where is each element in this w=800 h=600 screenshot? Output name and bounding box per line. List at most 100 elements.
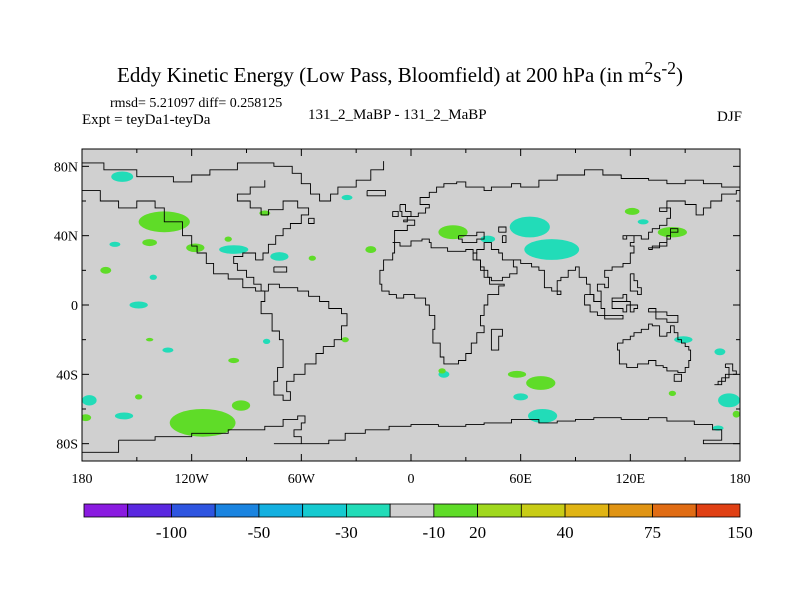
colorbar-swatch: [214, 503, 260, 518]
anomaly-region: [169, 409, 236, 437]
colorbar: -100 -50 -30 -10 20 40 75 150: [83, 503, 753, 542]
coastline: [392, 210, 399, 218]
anomaly-region: [135, 394, 143, 400]
anomaly-region: [527, 409, 558, 423]
x-tick-label: 60W: [288, 472, 316, 487]
y-tick-label: 80S: [56, 438, 78, 453]
anomaly-region: [524, 239, 580, 260]
center-label: 131_2_MaBP - 131_2_MaBP: [308, 107, 487, 123]
y-tick-label: 80N: [54, 160, 78, 175]
coastline: [472, 242, 518, 282]
x-tick-label: 120W: [175, 472, 210, 487]
colorbar-swatch: [389, 503, 435, 518]
anomaly-region: [714, 348, 726, 356]
anomaly-region: [637, 219, 649, 225]
coastline: [617, 323, 692, 374]
x-tick-label: 60E: [509, 472, 532, 487]
colorbar-swatch: [345, 503, 391, 518]
anomaly-region: [231, 400, 251, 411]
colorbar-label: -50: [248, 523, 271, 542]
title-superscript-neg2: -2: [661, 58, 676, 78]
colorbar-swatch: [258, 503, 304, 518]
coastline: [260, 283, 348, 401]
anomaly-region: [365, 246, 377, 254]
coastline: [611, 301, 631, 313]
coastline: [82, 440, 120, 453]
coastline: [673, 373, 682, 382]
anomaly-region: [82, 414, 92, 422]
chart-title: Eddy Kinetic Energy (Low Pass, Bloomfiel…: [117, 58, 683, 87]
coastline: [556, 290, 562, 296]
coastline: [233, 180, 310, 292]
anomaly-region: [162, 347, 174, 353]
anomaly-region: [228, 357, 240, 364]
anomaly-region: [145, 337, 154, 342]
y-tick-label: 40N: [54, 230, 78, 245]
coastline: [604, 314, 624, 320]
anomaly-region: [149, 274, 157, 280]
anomaly-region: [142, 239, 157, 247]
coastline: [629, 273, 642, 296]
title-superscript-2: 2: [644, 58, 654, 78]
colorbar-label: 40: [557, 523, 574, 542]
colorbar-swatch: [520, 503, 566, 518]
coastline: [379, 238, 505, 365]
coastline: [629, 304, 639, 313]
anomaly-region: [259, 210, 271, 216]
colorbar-swatch: [433, 503, 479, 518]
coastline: [648, 228, 679, 250]
x-tick-label: 0: [408, 472, 415, 487]
anomaly-region: [513, 393, 528, 401]
anomaly-region: [507, 370, 527, 378]
colorbar-label: 75: [644, 523, 661, 542]
coastline: [648, 308, 679, 323]
expt-label: Expt = teyDa1-teyDa: [82, 112, 211, 128]
anomaly-region: [624, 207, 640, 215]
anomaly-region: [341, 337, 349, 343]
anomaly-region: [111, 171, 134, 182]
colorbar-label: -10: [423, 523, 446, 542]
stats-label: rmsd= 5.21097 diff= 0.258125: [110, 96, 283, 111]
colorbar-swatch: [171, 503, 216, 518]
anomaly-region: [186, 243, 205, 253]
colorbar-swatch: [564, 503, 610, 518]
anomaly-region: [219, 245, 249, 254]
colorbar-label: -100: [156, 523, 187, 542]
colorbar-swatch: [302, 503, 347, 518]
anomaly-region: [129, 301, 148, 309]
colorbar-swatch: [652, 503, 697, 518]
coastline: [308, 217, 315, 224]
anomaly-region: [732, 410, 740, 418]
anomaly-region: [114, 412, 134, 420]
anomaly-region: [308, 255, 316, 261]
colorbar-label: 150: [727, 523, 753, 542]
coastline: [82, 161, 385, 202]
anomaly-region: [509, 216, 550, 238]
colorbar-label: 20: [469, 523, 486, 542]
y-tick-label: 0: [71, 299, 78, 314]
x-tick-label: 180: [72, 472, 93, 487]
x-tick-label: 120E: [616, 472, 646, 487]
anomaly-region: [438, 225, 468, 240]
coastline: [366, 190, 386, 197]
anomaly-region: [526, 376, 556, 390]
coastline: [82, 190, 265, 292]
coastline: [501, 235, 507, 244]
colorbar-swatch: [608, 503, 653, 518]
anomaly-region: [224, 236, 232, 242]
colorbar-label: -30: [335, 523, 358, 542]
coastline: [513, 190, 740, 302]
anomaly-region: [262, 338, 271, 344]
colorbar-swatch: [477, 503, 522, 518]
coastline: [714, 373, 730, 386]
anomaly-layer: [82, 171, 740, 437]
colorbar-swatch: [83, 503, 129, 518]
axis-ticks: 180 120W 60W 0 60E 120E 180 80N 40N 0 40S 80S: [54, 149, 751, 487]
x-tick-label: 180: [730, 472, 751, 487]
anomaly-region: [674, 336, 693, 344]
coastline: [392, 169, 740, 244]
anomaly-region: [668, 390, 677, 396]
coastline: [273, 266, 288, 273]
anomaly-region: [109, 241, 121, 247]
